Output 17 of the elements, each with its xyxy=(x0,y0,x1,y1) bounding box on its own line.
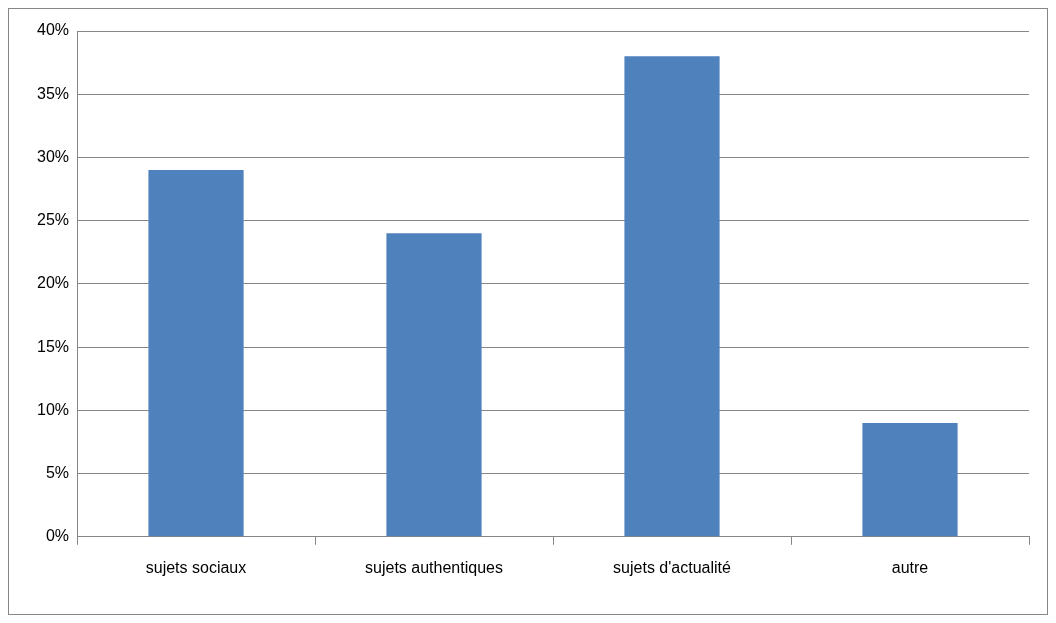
y-tick-label: 35% xyxy=(36,84,70,102)
y-tick-label: 30% xyxy=(36,147,70,165)
y-tick-label: 25% xyxy=(36,211,70,229)
bar xyxy=(862,423,958,537)
x-tick-label: sujets sociaux xyxy=(145,558,247,576)
y-tick-label: 40% xyxy=(36,21,70,39)
x-tick-label: sujets d'actualité xyxy=(613,558,731,576)
bar xyxy=(624,56,720,537)
x-tick-label: sujets authentiques xyxy=(365,558,503,576)
bar xyxy=(386,233,482,537)
y-tick-label: 0% xyxy=(45,527,70,545)
x-tick-label: autre xyxy=(891,558,929,576)
y-tick-label: 10% xyxy=(36,400,70,418)
bar xyxy=(148,170,244,537)
y-tick-label: 5% xyxy=(45,463,70,481)
y-tick-label: 20% xyxy=(36,274,70,292)
y-tick-label: 15% xyxy=(36,337,70,355)
